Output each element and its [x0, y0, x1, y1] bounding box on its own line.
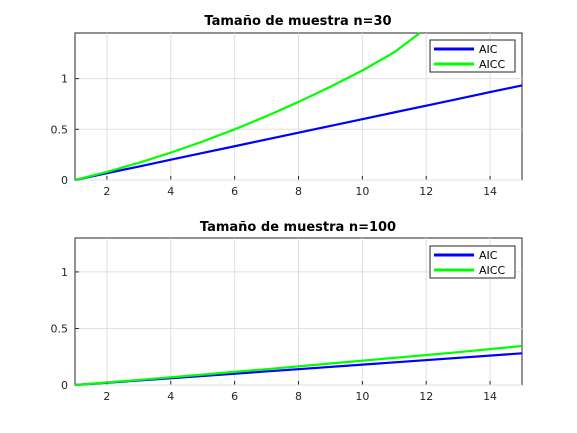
- x-tick-label: 6: [231, 390, 238, 403]
- y-tick-label: 1: [61, 266, 68, 279]
- series-lines: [74, 344, 523, 387]
- y-tick-label: 0: [61, 174, 68, 187]
- x-tick-label: 4: [167, 185, 174, 198]
- x-tick-label: 4: [167, 390, 174, 403]
- x-tick-label: 12: [419, 390, 433, 403]
- x-tick-label: 14: [483, 390, 497, 403]
- legend-label-aicc: AICC: [479, 264, 505, 277]
- legend-box: [429, 245, 516, 279]
- subplot-bottom: Tamaño de muestra n=100 2 4 6 8 10 12 1400.51 …: [51, 220, 523, 403]
- x-tick-label: 14: [483, 185, 497, 198]
- series-line-aicc: [74, 32, 421, 182]
- tick-labels: 2 4 6 8 10 12 14 0 0.5 1: [51, 266, 498, 403]
- legend-label-aic: AIC: [479, 249, 498, 262]
- x-tick-label: 8: [295, 185, 302, 198]
- legend-label-aicc: AICC: [479, 58, 505, 71]
- chart-title: Tamaño de muestra n=30: [204, 14, 391, 29]
- x-tick-label: 2: [103, 390, 110, 403]
- x-tick-label: 10: [355, 185, 369, 198]
- chart-title: Tamaño de muestra n=100: [200, 220, 396, 235]
- y-tick-label: 0.5: [51, 123, 69, 136]
- series-line-aic: [74, 84, 523, 182]
- subplot-top: Tamaño de muestra n=30 2 4 6 8 10 12 14 0 0.5 1 A…: [51, 14, 523, 198]
- x-tick-label: 12: [419, 185, 433, 198]
- tick-labels: 2 4 6 8 10 12 14 0 0.5 1: [51, 73, 498, 198]
- series-line-aicc: [74, 344, 523, 387]
- y-tick-label: 0.5: [51, 322, 69, 335]
- x-tick-label: 2: [103, 185, 110, 198]
- x-tick-label: 10: [355, 390, 369, 403]
- legend-label-aic: AIC: [479, 43, 498, 56]
- x-tick-label: 8: [295, 390, 302, 403]
- legend-box: [429, 39, 516, 73]
- series-lines: [74, 32, 523, 182]
- legend: AIC AICC: [429, 39, 516, 73]
- legend: AIC AICC: [429, 245, 516, 279]
- y-tick-label: 0: [61, 379, 68, 392]
- y-tick-label: 1: [61, 73, 68, 86]
- x-tick-label: 6: [231, 185, 238, 198]
